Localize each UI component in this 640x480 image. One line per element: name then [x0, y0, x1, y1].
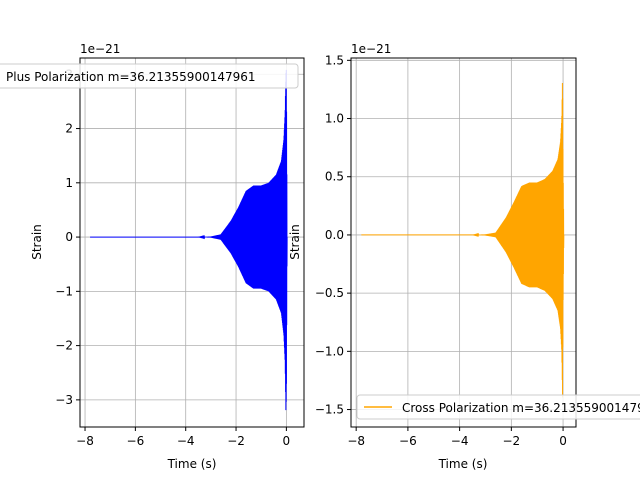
- plus-x-axis-label: Time (s): [167, 457, 217, 471]
- cross-y-tick-label: −1.5: [315, 403, 344, 417]
- plus-y-tick-label: 0: [65, 230, 73, 244]
- cross-x-tick-label: −4: [451, 434, 469, 448]
- cross-axes-frame: [350, 57, 577, 428]
- plus-axes-frame: [79, 57, 305, 428]
- plus-y-tick-label: −1: [55, 284, 73, 298]
- plus-x-tick-label: −6: [127, 434, 145, 448]
- plus-x-tick-label: −8: [76, 434, 94, 448]
- plus-y-tick-label: 1: [65, 176, 73, 190]
- cross-x-tick-label: 0: [559, 434, 567, 448]
- cross-y-tick-label: 1.0: [325, 112, 344, 126]
- cross-legend-box: [356, 394, 640, 420]
- plus-series-line: [90, 69, 288, 411]
- cross-series-line: [361, 83, 565, 398]
- cross-ticks: −8 −6 −4 −2 0 −1.5 −1.0 −0.5 0.0 0.5 1.0 1.5: [315, 53, 567, 448]
- cross-y-axis-label: Strain: [288, 224, 302, 260]
- cross-legend: Cross Polarization m=36.21355900147961: [356, 394, 640, 420]
- plus-panel: −8−6−4−20−3−2−10123 1e−21 Time (s) Strai…: [0, 42, 305, 471]
- cross-y-tick-label: 1.5: [325, 53, 344, 67]
- plus-x-tick-label: −4: [177, 434, 195, 448]
- plus-offset-label: 1e−21: [80, 42, 120, 56]
- cross-x-tick-label: −6: [399, 434, 417, 448]
- plus-y-tick-label: −3: [55, 393, 73, 407]
- cross-y-tick-label: 0.0: [325, 228, 344, 242]
- cross-grid: [351, 58, 576, 427]
- cross-legend-label: Cross Polarization m=36.21355900147961: [402, 401, 640, 415]
- plus-y-axis-label: Strain: [30, 224, 44, 260]
- cross-y-tick-label: −1.0: [315, 344, 344, 358]
- cross-x-axis-label: Time (s): [438, 457, 488, 471]
- cross-x-tick-label: −2: [502, 434, 520, 448]
- plus-ticks: −8−6−4−20−3−2−10123: [55, 67, 290, 448]
- plus-x-tick-label: 0: [283, 434, 291, 448]
- plus-legend-box: [0, 63, 299, 89]
- cross-y-tick-label: 0.5: [325, 170, 344, 184]
- cross-panel: −8 −6 −4 −2 0−1.5−1.0−0.50.00.51.01.5 1e−21 …: [288, 42, 640, 471]
- plus-y-tick-label: 2: [65, 122, 73, 136]
- plus-y-tick-label: −2: [55, 339, 73, 353]
- cross-x-tick-label: −8: [347, 434, 365, 448]
- cross-offset-label: 1e−21: [351, 42, 391, 56]
- plus-x-tick-label: −2: [227, 434, 245, 448]
- cross-y-tick-label: −0.5: [315, 286, 344, 300]
- plus-legend: Plus Polarization m=36.21355900147961: [0, 63, 299, 89]
- plus-legend-label: Plus Polarization m=36.21355900147961: [6, 70, 256, 84]
